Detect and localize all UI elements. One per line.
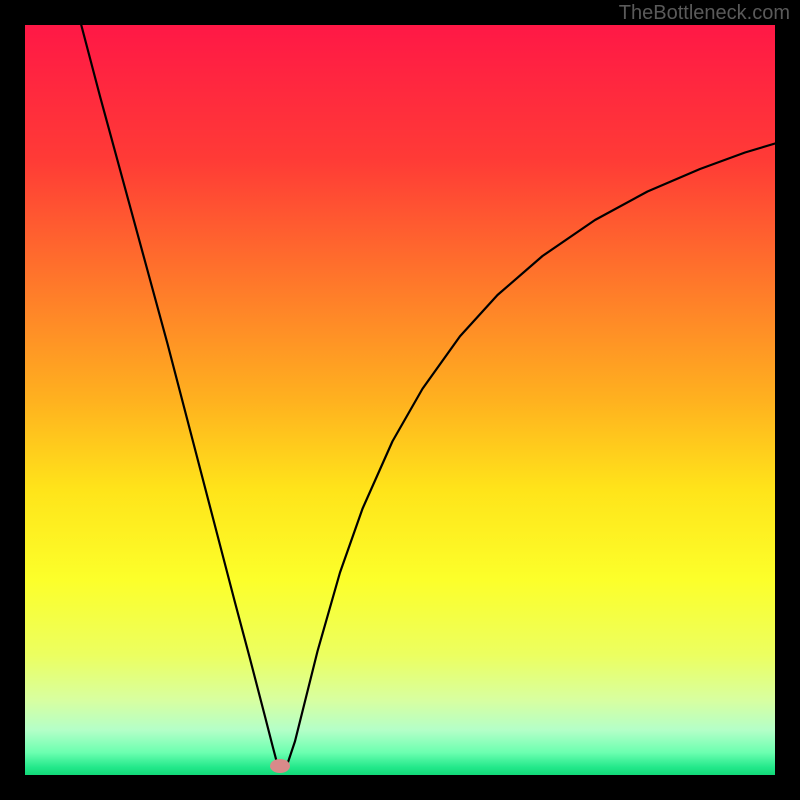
watermark-text: TheBottleneck.com [619,2,790,25]
bottleneck-curve [25,25,775,775]
optimal-point-marker [270,759,290,773]
chart-plot-area [25,25,775,775]
